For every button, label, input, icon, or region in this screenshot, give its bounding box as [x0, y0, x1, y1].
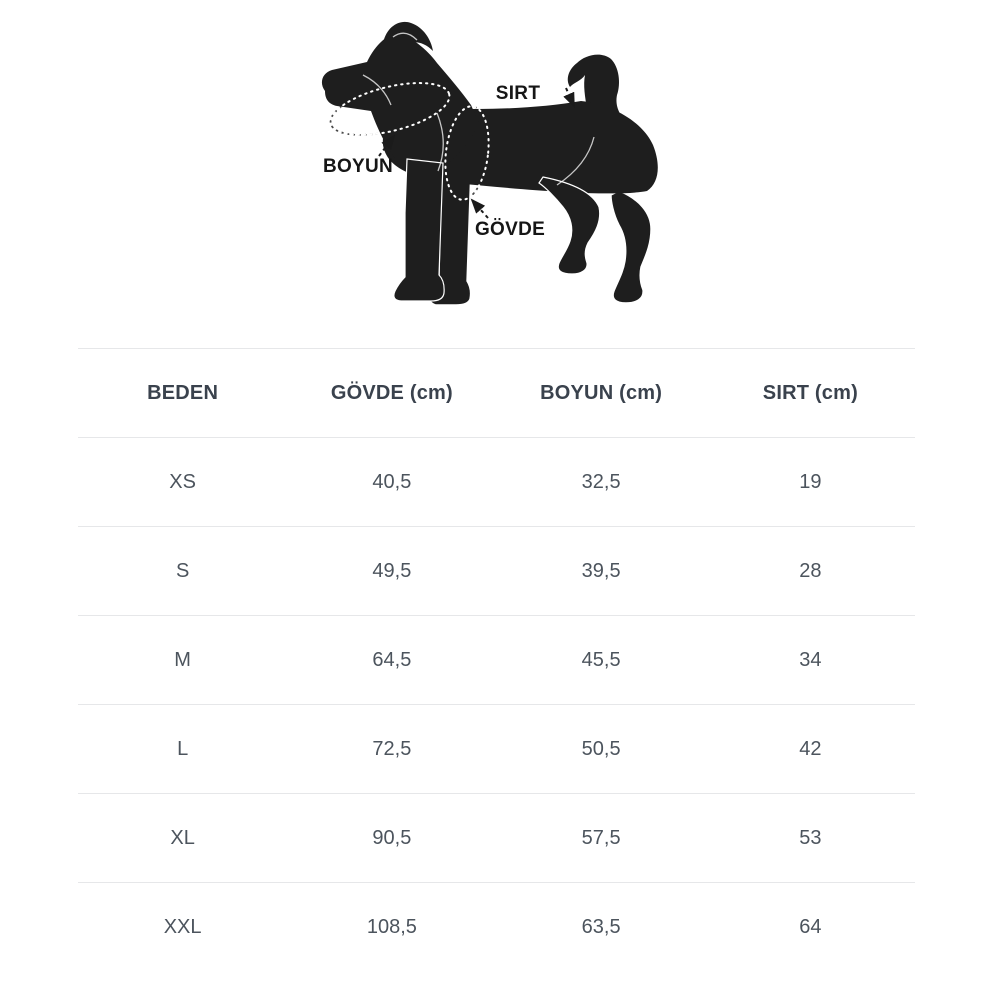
cell-boyun: 50,5: [496, 704, 706, 794]
cell-boyun: 57,5: [496, 793, 706, 883]
dog-silhouette: [321, 21, 658, 306]
cell-size: XL: [78, 793, 288, 883]
cell-boyun: 32,5: [496, 437, 706, 527]
table-row: L 72,5 50,5 42: [78, 704, 915, 794]
cell-govde: 64,5: [287, 615, 497, 705]
near-front-leg: [393, 158, 445, 302]
cell-sirt: 53: [705, 793, 915, 883]
header-sirt: SIRT (cm): [705, 348, 915, 438]
cell-size: S: [78, 526, 288, 616]
table-row: XS 40,5 32,5 19: [78, 437, 915, 527]
cell-sirt: 42: [705, 704, 915, 794]
body-measure-ellipse: [444, 105, 490, 201]
size-table: BEDEN GÖVDE (cm) BOYUN (cm) SIRT (cm) XS…: [78, 348, 915, 971]
cell-sirt: 34: [705, 615, 915, 705]
table-row: XXL 108,5 63,5 64: [78, 883, 915, 972]
label-sirt: SIRT: [496, 83, 541, 104]
cell-size: XS: [78, 437, 288, 527]
cell-boyun: 39,5: [496, 526, 706, 616]
dog-measurement-diagram: SIRT BOYUN GÖVDE: [0, 0, 990, 348]
shoulder-detail-line: [436, 112, 444, 172]
cell-size: XXL: [163, 915, 202, 938]
haunch-detail-line: [556, 136, 595, 186]
table-row: XL 90,5 57,5 53: [78, 793, 915, 883]
cell-boyun: 63,5: [581, 915, 621, 938]
cell-sirt: 19: [705, 437, 915, 527]
label-boyun: BOYUN: [323, 156, 393, 177]
cell-sirt: 28: [705, 526, 915, 616]
tail: [567, 54, 623, 118]
cell-govde: 90,5: [287, 793, 497, 883]
cell-govde: 49,5: [287, 526, 497, 616]
table-header-row: BEDEN GÖVDE (cm) BOYUN (cm) SIRT (cm): [78, 348, 915, 438]
ear-detail-line: [392, 32, 418, 41]
cell-govde: 40,5: [287, 437, 497, 527]
neck-measure-ellipse: [329, 82, 451, 136]
label-govde: GÖVDE: [475, 219, 545, 240]
table-row: S 49,5 39,5 28: [78, 526, 915, 616]
cell-sirt: 64: [799, 915, 822, 938]
table-row: M 64,5 45,5 34: [78, 615, 915, 705]
sirt-arrow: [563, 87, 575, 108]
header-govde: GÖVDE (cm): [287, 348, 497, 438]
cell-size: M: [78, 615, 288, 705]
cell-govde: 108,5: [366, 915, 417, 938]
govde-arrow: [470, 198, 489, 219]
near-rear-leg: [538, 176, 601, 275]
cell-govde: 72,5: [287, 704, 497, 794]
far-rear-leg: [610, 190, 652, 304]
header-boyun: BOYUN (cm): [496, 348, 706, 438]
head: [321, 32, 479, 179]
header-beden: BEDEN: [78, 348, 288, 438]
cell-size: L: [78, 704, 288, 794]
cheek-detail-line: [362, 74, 392, 106]
ears: [383, 21, 433, 51]
dog-silhouette-figure: SIRT BOYUN GÖVDE: [321, 21, 658, 306]
cell-boyun: 45,5: [496, 615, 706, 705]
